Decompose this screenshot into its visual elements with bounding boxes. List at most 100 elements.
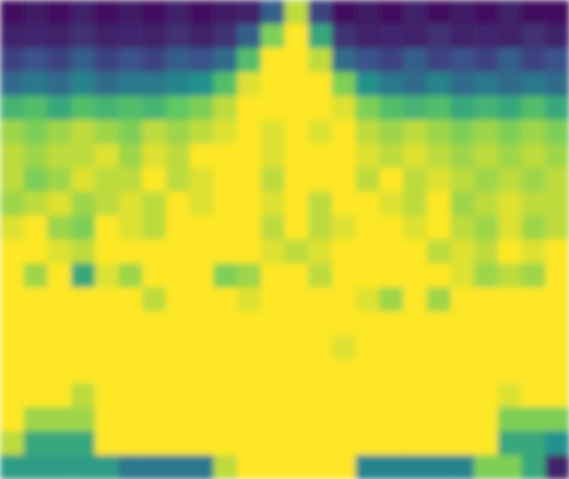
heatmap-cell: [95, 383, 119, 408]
heatmap-cell: [522, 240, 546, 265]
heatmap-cell: [474, 287, 498, 312]
heatmap-cell: [166, 0, 190, 25]
heatmap-cell: [285, 455, 309, 479]
heatmap-cell: [356, 24, 380, 49]
heatmap-cell: [356, 168, 380, 193]
heatmap-cell: [0, 216, 24, 241]
heatmap-cell: [119, 431, 143, 456]
heatmap-cell: [545, 144, 569, 169]
heatmap-cell: [308, 383, 332, 408]
heatmap-cell: [450, 120, 474, 145]
heatmap-cell: [356, 287, 380, 312]
heatmap-cell: [119, 216, 143, 241]
heatmap-cell: [379, 24, 403, 49]
heatmap-cell: [24, 359, 48, 384]
heatmap-cell: [95, 120, 119, 145]
heatmap-cell: [450, 455, 474, 479]
heatmap-cell: [237, 192, 261, 217]
heatmap-cell: [356, 383, 380, 408]
heatmap-cell: [285, 431, 309, 456]
heatmap-cell: [308, 48, 332, 73]
heatmap-cell: [24, 311, 48, 336]
heatmap-cell: [545, 335, 569, 360]
heatmap-cell: [237, 168, 261, 193]
heatmap-cell: [166, 48, 190, 73]
heatmap-cell: [379, 263, 403, 288]
heatmap-cell: [166, 431, 190, 456]
heatmap-cell: [427, 24, 451, 49]
heatmap-cell: [71, 335, 95, 360]
heatmap-cell: [237, 72, 261, 97]
heatmap-cell: [213, 0, 237, 25]
heatmap-cell: [427, 407, 451, 432]
heatmap-cell: [308, 240, 332, 265]
heatmap-cell: [213, 359, 237, 384]
heatmap-cell: [545, 455, 569, 479]
heatmap-cell: [190, 383, 214, 408]
heatmap-cell: [379, 335, 403, 360]
heatmap-cell: [190, 0, 214, 25]
heatmap-cell: [166, 216, 190, 241]
heatmap-cell: [261, 431, 285, 456]
heatmap-cell: [24, 120, 48, 145]
heatmap-cell: [450, 335, 474, 360]
heatmap-cell: [213, 72, 237, 97]
heatmap-cell: [308, 168, 332, 193]
heatmap-cell: [308, 144, 332, 169]
heatmap-cell: [356, 455, 380, 479]
heatmap-cell: [474, 455, 498, 479]
heatmap-cell: [142, 0, 166, 25]
heatmap-cell: [427, 72, 451, 97]
heatmap-cell: [24, 287, 48, 312]
heatmap-cell: [498, 96, 522, 121]
heatmap-cell: [0, 287, 24, 312]
heatmap-cell: [95, 192, 119, 217]
heatmap-cell: [545, 287, 569, 312]
heatmap-cell: [356, 48, 380, 73]
heatmap-cell: [71, 431, 95, 456]
heatmap-cell: [190, 48, 214, 73]
heatmap-cell: [119, 72, 143, 97]
heatmap-cell: [261, 24, 285, 49]
heatmap-cell: [237, 48, 261, 73]
heatmap-cell: [213, 192, 237, 217]
heatmap-cell: [142, 431, 166, 456]
heatmap-cell: [285, 335, 309, 360]
heatmap-cell: [119, 383, 143, 408]
heatmap-cell: [285, 240, 309, 265]
heatmap-cell: [403, 144, 427, 169]
heatmap-cell: [522, 359, 546, 384]
heatmap-cell: [166, 144, 190, 169]
heatmap-cell: [24, 263, 48, 288]
heatmap-cell: [498, 216, 522, 241]
heatmap-cell: [95, 96, 119, 121]
heatmap-cell: [522, 120, 546, 145]
heatmap-cell: [24, 407, 48, 432]
heatmap-cell: [379, 311, 403, 336]
heatmap-cell: [166, 383, 190, 408]
heatmap-cell: [332, 431, 356, 456]
heatmap-cell: [71, 0, 95, 25]
heatmap-cell: [379, 359, 403, 384]
heatmap-cell: [450, 383, 474, 408]
heatmap-cell: [47, 407, 71, 432]
heatmap-cell: [522, 24, 546, 49]
heatmap-cell: [47, 96, 71, 121]
heatmap-cell: [142, 455, 166, 479]
heatmap-cell: [332, 335, 356, 360]
heatmap-cell: [474, 168, 498, 193]
heatmap-cell: [119, 335, 143, 360]
heatmap-cell: [450, 72, 474, 97]
heatmap-cell: [498, 407, 522, 432]
heatmap-cell: [356, 0, 380, 25]
heatmap-cell: [237, 263, 261, 288]
heatmap-cell: [498, 48, 522, 73]
heatmap-cell: [522, 144, 546, 169]
heatmap-cell: [71, 383, 95, 408]
heatmap-cell: [47, 72, 71, 97]
heatmap-cell: [356, 240, 380, 265]
heatmap-cell: [332, 120, 356, 145]
heatmap-cell: [237, 240, 261, 265]
heatmap-cell: [261, 144, 285, 169]
heatmap-cell: [332, 24, 356, 49]
